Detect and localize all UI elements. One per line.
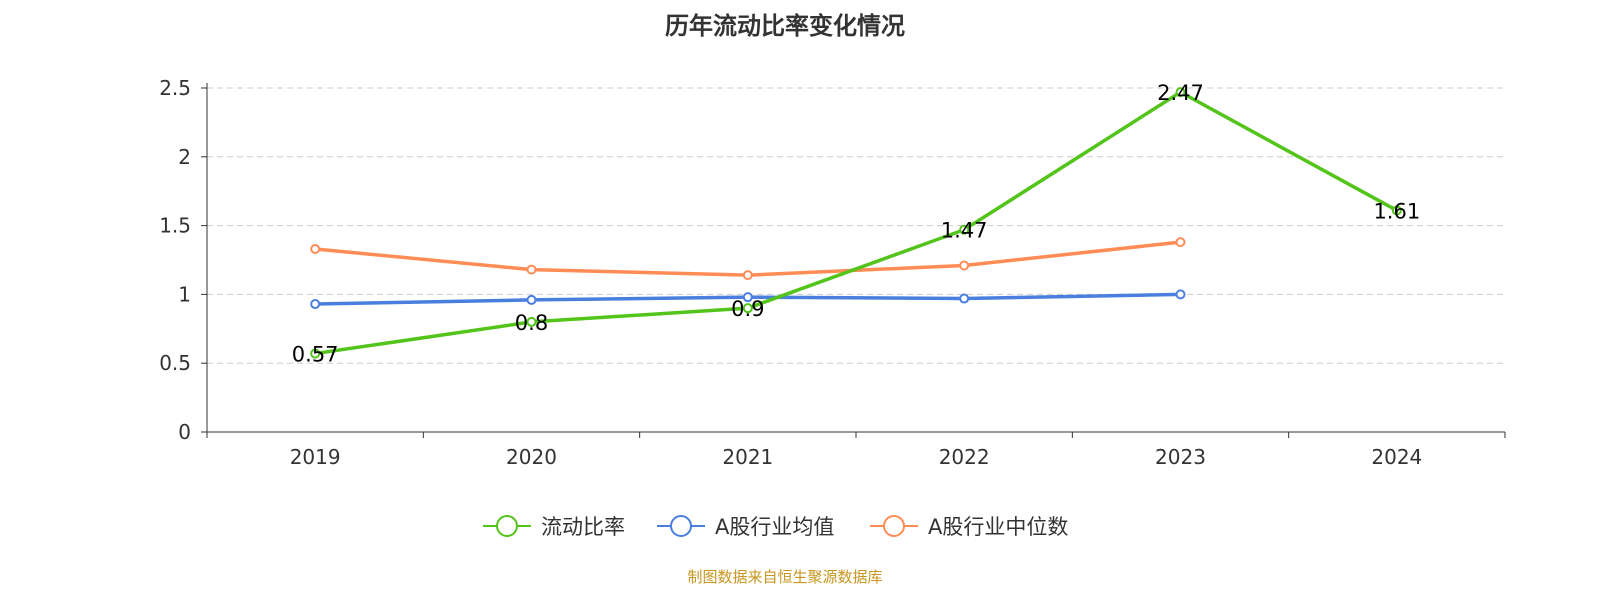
data-point (1175, 87, 1186, 98)
y-tick-label: 1 (178, 282, 191, 306)
legend-item[interactable]: A股行业中位数 (928, 515, 1068, 539)
data-point (310, 299, 321, 310)
y-tick-label: 2.5 (159, 76, 191, 100)
chart-title: 历年流动比率变化情况 (665, 12, 905, 40)
data-point (1175, 237, 1186, 248)
x-tick-label: 2024 (1371, 445, 1422, 469)
data-point (1391, 205, 1402, 216)
x-tick-label: 2021 (722, 445, 773, 469)
source-note: 制图数据来自恒生聚源数据库 (687, 568, 883, 586)
data-point (526, 294, 537, 305)
x-tick-label: 2022 (939, 445, 990, 469)
data-point (526, 264, 537, 275)
legend-marker-icon (883, 515, 905, 537)
data-label: 1.61 (1373, 199, 1420, 223)
y-tick-label: 1.5 (159, 214, 191, 238)
x-tick-label: 2019 (290, 445, 341, 469)
data-point (959, 224, 970, 235)
data-point (1175, 289, 1186, 300)
data-label: 1.47 (941, 219, 988, 243)
data-point (310, 243, 321, 254)
data-point (742, 292, 753, 303)
y-tick-label: 0 (178, 420, 191, 444)
data-point (959, 293, 970, 304)
data-label: 2.47 (1157, 81, 1204, 105)
legend-marker-icon (670, 515, 692, 537)
y-tick-label: 2 (178, 145, 191, 169)
y-tick-label: 0.5 (159, 351, 191, 375)
data-point (742, 270, 753, 281)
data-label: 0.9 (731, 297, 764, 321)
legend-item[interactable]: 流动比率 (541, 515, 625, 539)
legend-marker-icon (496, 515, 518, 537)
legend-item[interactable]: A股行业均值 (715, 515, 834, 539)
data-point (526, 316, 537, 327)
data-point (310, 348, 321, 359)
data-label: 0.8 (515, 311, 548, 335)
data-point (959, 260, 970, 271)
data-label: 0.57 (292, 343, 339, 367)
data-point (742, 303, 753, 314)
x-tick-label: 2023 (1155, 445, 1206, 469)
series-line-0 (314, 90, 1398, 356)
x-tick-label: 2020 (506, 445, 557, 469)
